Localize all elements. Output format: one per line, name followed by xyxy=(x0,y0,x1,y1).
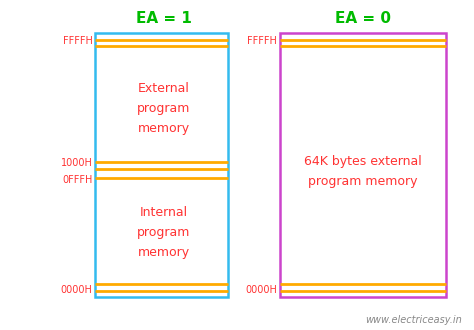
Text: 1000H: 1000H xyxy=(61,158,92,168)
Text: www.electriceasy.in: www.electriceasy.in xyxy=(365,315,462,325)
Text: EA = 1: EA = 1 xyxy=(136,11,191,26)
Bar xyxy=(95,33,228,297)
Text: FFFFH: FFFFH xyxy=(63,36,92,46)
Text: EA = 0: EA = 0 xyxy=(335,11,391,26)
Text: FFFFH: FFFFH xyxy=(247,36,277,46)
Text: 0000H: 0000H xyxy=(246,285,277,295)
Bar xyxy=(280,33,446,297)
Text: 0000H: 0000H xyxy=(61,285,92,295)
Text: Internal
program
memory: Internal program memory xyxy=(137,206,190,259)
Text: 0FFFH: 0FFFH xyxy=(62,175,92,185)
Text: 64K bytes external
program memory: 64K bytes external program memory xyxy=(304,155,421,188)
Text: External
program
memory: External program memory xyxy=(137,82,190,135)
